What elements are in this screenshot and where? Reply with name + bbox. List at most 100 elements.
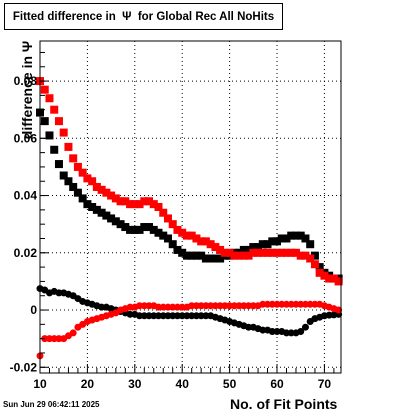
data-point <box>320 271 329 280</box>
data-point <box>73 188 82 197</box>
data-point <box>254 243 263 252</box>
data-point <box>306 254 315 263</box>
data-point <box>258 240 267 249</box>
data-point <box>149 200 158 209</box>
x-tick-label: 20 <box>81 377 95 391</box>
data-point <box>159 208 168 217</box>
data-point <box>78 194 87 203</box>
data-point <box>116 220 125 229</box>
data-point <box>263 248 272 257</box>
data-point <box>197 237 206 246</box>
data-point <box>201 237 210 246</box>
data-point <box>273 237 282 246</box>
data-point <box>244 251 253 260</box>
data-point <box>145 197 154 206</box>
data-point <box>297 328 305 335</box>
data-point <box>121 197 130 206</box>
series-1 <box>36 77 343 286</box>
data-point <box>268 237 277 246</box>
data-point <box>163 234 172 243</box>
data-point <box>173 245 182 254</box>
data-point <box>154 203 163 211</box>
chart-title: Fitted difference in Ψ for Global Rec Al… <box>12 10 275 23</box>
data-point <box>59 128 68 137</box>
data-point <box>277 248 286 257</box>
data-point <box>149 225 158 234</box>
data-point <box>163 214 172 223</box>
plot-frame <box>39 40 342 374</box>
data-point <box>192 234 201 243</box>
data-point <box>159 231 168 240</box>
data-point <box>92 205 101 214</box>
timestamp: Sun Jun 29 06:42:11 2025 <box>3 400 100 409</box>
data-point <box>211 254 220 263</box>
x-tick-label: 30 <box>128 377 142 391</box>
y-tick-label: 0 <box>30 303 37 317</box>
data-point <box>325 274 334 283</box>
data-point <box>130 200 139 209</box>
data-point <box>182 231 191 240</box>
data-point <box>97 185 106 194</box>
data-point <box>296 251 305 260</box>
data-marks <box>36 77 343 360</box>
data-point <box>121 223 130 232</box>
y-tick-label: 0.04 <box>14 189 38 203</box>
data-point <box>258 248 267 257</box>
y-tick-label: 0.06 <box>14 131 38 145</box>
data-point <box>168 240 177 249</box>
data-point <box>107 191 116 200</box>
chart-title-box: Fitted difference in Ψ for Global Rec Al… <box>4 3 283 30</box>
data-point <box>335 306 343 314</box>
data-point <box>306 240 315 249</box>
data-point <box>310 260 319 269</box>
x-tick-label: 50 <box>223 377 237 391</box>
x-tick-label: 70 <box>318 377 332 391</box>
data-point <box>50 105 59 114</box>
data-point <box>301 323 309 331</box>
data-point <box>249 248 258 257</box>
data-point <box>206 240 215 249</box>
data-point <box>225 248 234 257</box>
data-point <box>301 234 310 243</box>
data-point <box>206 254 215 263</box>
data-point <box>187 231 196 240</box>
data-point <box>97 208 106 217</box>
data-point <box>173 225 182 234</box>
data-point <box>216 254 225 263</box>
series-2 <box>36 285 343 337</box>
data-point <box>315 268 324 277</box>
data-point <box>301 251 310 260</box>
series-3 <box>36 300 343 360</box>
data-point <box>154 228 163 237</box>
x-tick-label: 10 <box>33 377 47 391</box>
data-point <box>59 171 68 180</box>
data-point <box>83 200 92 209</box>
y-tick-label: 0.08 <box>14 74 38 88</box>
data-point <box>287 231 296 240</box>
data-point <box>40 85 49 94</box>
data-point <box>192 251 201 260</box>
y-tick-label: 0.02 <box>14 246 38 260</box>
data-point <box>102 188 111 197</box>
data-point <box>140 223 149 232</box>
data-point <box>287 248 296 257</box>
data-point <box>282 248 291 257</box>
data-point <box>54 117 63 126</box>
data-point <box>69 154 78 163</box>
data-point <box>111 217 120 226</box>
data-point <box>64 142 73 151</box>
data-point <box>230 251 239 260</box>
data-point <box>329 274 338 283</box>
data-point <box>69 329 77 337</box>
data-point <box>126 225 135 234</box>
data-point <box>168 220 177 229</box>
series-0 <box>36 108 343 283</box>
data-point <box>40 117 49 126</box>
data-point <box>201 254 210 263</box>
data-point <box>268 248 277 257</box>
data-point <box>216 245 225 254</box>
data-point <box>88 203 97 211</box>
x-tick-label: 60 <box>270 377 284 391</box>
data-point <box>102 211 111 220</box>
